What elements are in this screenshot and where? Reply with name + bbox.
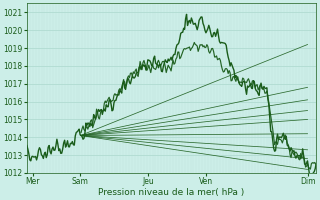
X-axis label: Pression niveau de la mer( hPa ): Pression niveau de la mer( hPa ) xyxy=(99,188,245,197)
